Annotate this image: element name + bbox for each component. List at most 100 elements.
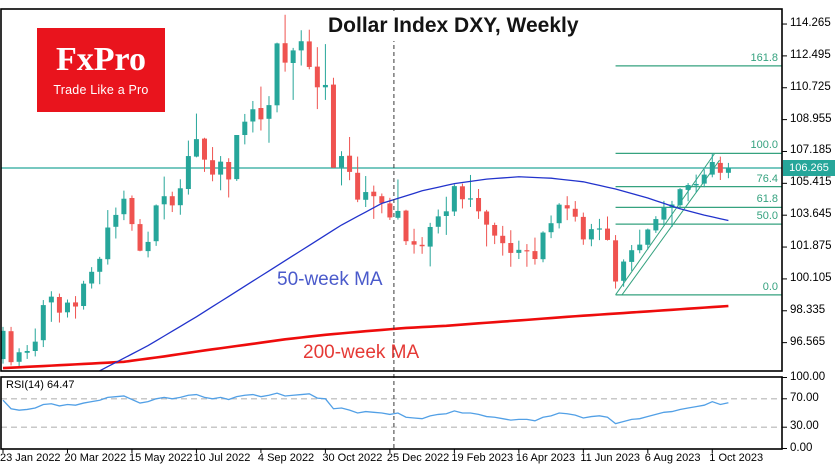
candle-body: [508, 243, 514, 253]
price-tick-label: 107.185: [790, 144, 832, 157]
rsi-panel: [1, 392, 782, 428]
candle-body: [476, 198, 482, 212]
ma200-label: 200-week MA: [303, 342, 420, 363]
candle-body: [564, 205, 570, 209]
candle-body: [105, 227, 111, 260]
trend-channel-line: [615, 153, 716, 296]
candle-body: [218, 161, 224, 175]
rsi-tick-label: 30.00: [790, 420, 819, 433]
candle-body: [355, 172, 361, 200]
candle-body: [435, 216, 441, 227]
candle-body: [73, 302, 79, 307]
candle-body: [363, 192, 369, 200]
fib-level-label: 100.0: [750, 139, 778, 152]
date-tick-label: 10 Jul 2022: [193, 452, 251, 464]
candle-body: [451, 186, 457, 212]
candle-body: [56, 297, 62, 313]
rsi-tick-label: 0.00: [790, 441, 813, 454]
candle-body: [524, 250, 530, 252]
candle-body: [467, 198, 473, 200]
candle-body: [210, 160, 216, 175]
fib-level-label: 76.4: [756, 172, 778, 185]
candle-body: [701, 174, 707, 184]
ma200-line: [2, 304, 729, 370]
price-tick-label: 110.725: [790, 80, 831, 93]
candle-body: [242, 121, 248, 135]
candle-body: [274, 43, 280, 106]
candle-body: [8, 331, 14, 363]
candle-body: [605, 228, 610, 240]
candle-body: [290, 50, 296, 63]
price-tick-label: 105.415: [790, 176, 832, 189]
candle-body: [185, 156, 191, 189]
candle-body: [322, 84, 328, 88]
date-tick-label: 20 Mar 2022: [64, 452, 127, 464]
candle-body: [113, 214, 119, 227]
candle-body: [556, 204, 562, 224]
candle-body: [459, 186, 465, 200]
price-tick-label: 101.875: [790, 240, 832, 253]
candle-body: [266, 105, 272, 119]
candle-body: [282, 43, 288, 63]
candle-body: [621, 261, 627, 281]
candle-body: [24, 351, 30, 353]
candle-body: [40, 305, 46, 341]
fib-level-label: 0.0: [762, 280, 778, 293]
candle-body: [89, 271, 95, 284]
candle-body: [588, 229, 594, 240]
candle-body: [645, 229, 651, 245]
fxpro-logo: FxPro Trade Like a Pro: [37, 28, 165, 112]
candle-body: [306, 41, 312, 67]
candle-body: [161, 196, 167, 205]
candle-body: [193, 139, 199, 157]
candle-body: [725, 168, 731, 173]
candle-body: [516, 249, 522, 253]
price-tick-label: 114.265: [790, 17, 831, 30]
date-tick-label: 30 Oct 2022: [322, 452, 383, 464]
date-tick-label: 1 Oct 2023: [709, 452, 764, 464]
rsi-line: [2, 392, 729, 425]
candle-body: [81, 283, 87, 306]
date-tick-label: 25 Dec 2022: [386, 452, 450, 464]
candle-body: [314, 66, 320, 88]
candle-body: [580, 216, 586, 240]
candle-body: [387, 203, 393, 218]
candle-body: [419, 244, 425, 247]
date-tick-label: 6 Aug 2023: [644, 452, 701, 464]
candle-body: [97, 258, 103, 272]
candle-body: [250, 109, 256, 122]
candle-body: [1, 330, 6, 360]
current-price-badge: 106.265: [783, 160, 835, 176]
candle-body: [202, 138, 207, 160]
fib-level-label: 61.8: [756, 193, 778, 206]
candle-body: [395, 210, 401, 218]
candle-body: [629, 250, 635, 262]
price-tick-label: 96.565: [790, 335, 826, 348]
price-tick-label: 112.495: [790, 48, 831, 61]
candle-body: [693, 183, 699, 186]
ma50-line: [98, 176, 729, 371]
price-tick-label: 103.645: [790, 208, 832, 221]
candle-body: [661, 207, 667, 220]
rsi-tick-label: 100.00: [790, 370, 826, 383]
candle-body: [443, 211, 449, 216]
candle-body: [500, 235, 506, 244]
candle-body: [653, 219, 659, 231]
fxpro-logo-wordmark: FxPro: [55, 41, 146, 78]
rsi-panel-border: [0, 376, 783, 450]
candle-body: [427, 226, 433, 247]
price-panel-border: [0, 8, 783, 372]
candle-body: [492, 225, 498, 236]
candle-body: [137, 224, 143, 251]
date-tick-label: 19 Feb 2023: [451, 452, 514, 464]
candle-body: [32, 341, 38, 351]
candle-body: [347, 155, 353, 172]
rsi-tick-label: 70.00: [790, 391, 819, 404]
candle-body: [339, 156, 345, 168]
price-panel: [1, 14, 782, 371]
candle-body: [330, 84, 336, 168]
candle-body: [685, 185, 691, 190]
candle-body: [613, 240, 619, 282]
